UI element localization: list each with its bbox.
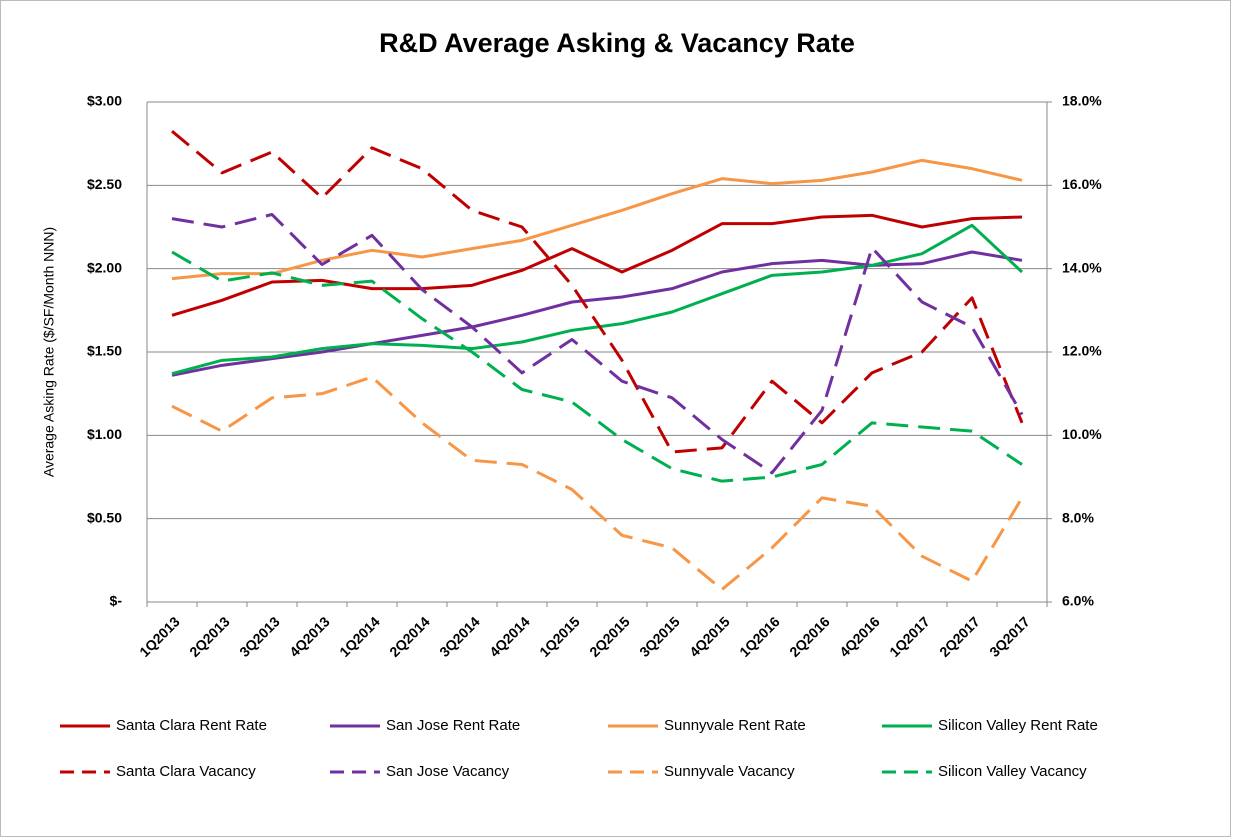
series-line	[171, 213, 1024, 475]
legend-label: San Jose Rent Rate	[386, 717, 520, 734]
series-line	[171, 250, 1023, 377]
legend-label: Sunnyvale Rent Rate	[664, 717, 806, 734]
y-tick-label: $2.00	[87, 259, 122, 275]
legend-label: Santa Clara Rent Rate	[116, 717, 267, 734]
y2-tick-label: 18.0%	[1062, 93, 1102, 109]
y2-tick-label: 14.0%	[1062, 259, 1102, 275]
y2-tick-label: 8.0%	[1062, 509, 1094, 525]
series-line	[171, 223, 1024, 376]
y-axis-label: Average Asking Rate ($/SF/Month NNN)	[41, 227, 57, 477]
y2-tick-label: 16.0%	[1062, 176, 1102, 192]
legend-label: Silicon Valley Vacancy	[938, 763, 1087, 780]
series-line	[171, 213, 1023, 317]
chart-title: R&D Average Asking & Vacancy Rate	[379, 28, 855, 58]
y-tick-label: $3.00	[87, 93, 122, 109]
y2-tick-label: 6.0%	[1062, 593, 1094, 609]
y2-tick-label: 10.0%	[1062, 426, 1102, 442]
y-tick-label: $0.50	[87, 509, 122, 525]
legend-label: San Jose Vacancy	[386, 763, 510, 780]
legend-label: Sunnyvale Vacancy	[664, 763, 795, 780]
y-tick-label: $-	[110, 593, 123, 609]
y2-tick-label: 12.0%	[1062, 343, 1102, 359]
y-tick-label: $1.50	[87, 343, 122, 359]
series-line	[171, 375, 1024, 591]
y-tick-label: $1.00	[87, 426, 122, 442]
legend-label: Silicon Valley Rent Rate	[938, 717, 1098, 734]
series-line	[171, 130, 1024, 454]
legend-label: Santa Clara Vacancy	[116, 763, 256, 780]
y-tick-label: $2.50	[87, 176, 122, 192]
series-line	[171, 158, 1023, 281]
